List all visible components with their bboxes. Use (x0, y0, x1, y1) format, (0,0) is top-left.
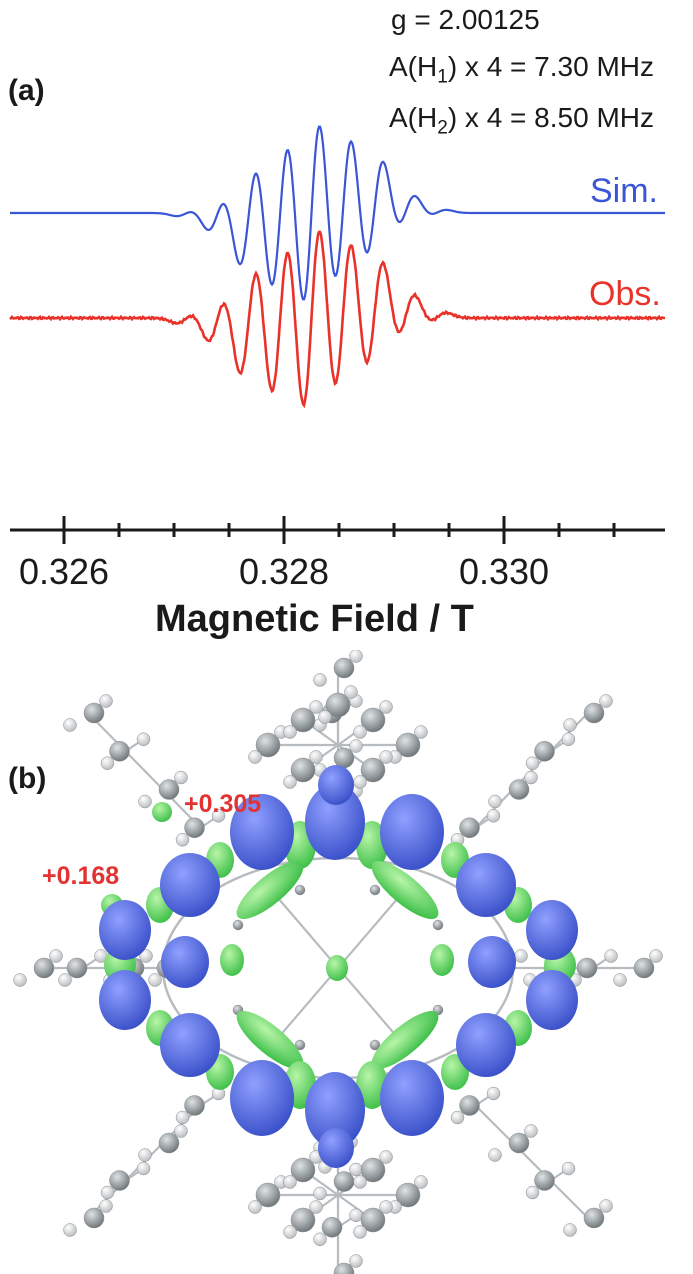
spin-density-label-2: +0.168 (42, 862, 120, 890)
series-line-sim (10, 125, 665, 301)
g-value: g = 2.00125 (391, 4, 540, 35)
hyperfine-h1: A(H1) x 4 = 7.30 MHz (389, 51, 654, 88)
series-line-obs (9, 230, 666, 409)
x-tick-label: 0.330 (459, 551, 549, 592)
x-tick-label: 0.326 (19, 551, 109, 592)
spin-density-molecule (13, 650, 663, 1274)
spectrum-traces (9, 125, 666, 409)
molecule-graphic (13, 650, 663, 1274)
x-axis-ticks: 0.326 0.328 0.330 (19, 516, 616, 592)
panel-a-label: (a) (8, 74, 45, 107)
epr-spectrum-chart: 0.326 0.328 0.330 (9, 125, 666, 592)
x-axis-label: Magnetic Field / T (155, 598, 474, 640)
obs-label: Obs. (589, 275, 661, 313)
sim-label: Sim. (590, 172, 658, 210)
spin-density-label-1: +0.305 (184, 790, 262, 818)
x-tick-label: 0.328 (239, 551, 329, 592)
hyperfine-h2: A(H2) x 4 = 8.50 MHz (389, 102, 654, 139)
panel-b-label: (b) (8, 762, 47, 795)
